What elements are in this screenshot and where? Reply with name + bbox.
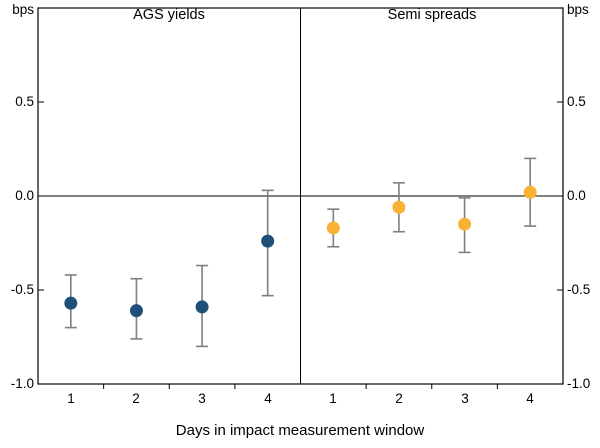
data-point: [261, 234, 275, 248]
y-tick-label: -0.5: [10, 282, 34, 297]
y-tick-label: -1.0: [10, 376, 34, 391]
data-point: [523, 185, 537, 199]
data-point: [195, 300, 209, 314]
data-point: [458, 217, 472, 231]
data-point: [64, 296, 78, 310]
y-tick-label: 0.0: [15, 188, 34, 203]
data-point: [392, 200, 406, 214]
x-tick-label: 4: [264, 391, 272, 406]
y-tick-label: 0.5: [567, 94, 586, 109]
plot-border: [37, 7, 564, 385]
panel-title-ags-yields: AGS yields: [133, 7, 205, 23]
x-tick-label: 4: [526, 391, 534, 406]
y-axis-unit-right: bps: [567, 2, 589, 17]
x-tick-label: 1: [329, 391, 337, 406]
x-tick-label: 3: [461, 391, 469, 406]
data-point: [326, 221, 340, 235]
data-point: [129, 304, 143, 318]
x-tick-label: 2: [132, 391, 140, 406]
y-tick-label: 0.5: [15, 94, 34, 109]
y-tick-label: 0.0: [567, 188, 586, 203]
y-tick-label: -0.5: [567, 282, 591, 297]
y-axis-unit-left: bps: [12, 2, 34, 17]
x-tick-label: 3: [198, 391, 206, 406]
x-tick-label: 1: [67, 391, 75, 406]
panel-title-semi-spreads: Semi spreads: [387, 7, 477, 23]
x-axis-title: Days in impact measurement window: [175, 422, 425, 439]
y-tick-label: -1.0: [567, 376, 591, 391]
x-tick-label: 2: [395, 391, 403, 406]
